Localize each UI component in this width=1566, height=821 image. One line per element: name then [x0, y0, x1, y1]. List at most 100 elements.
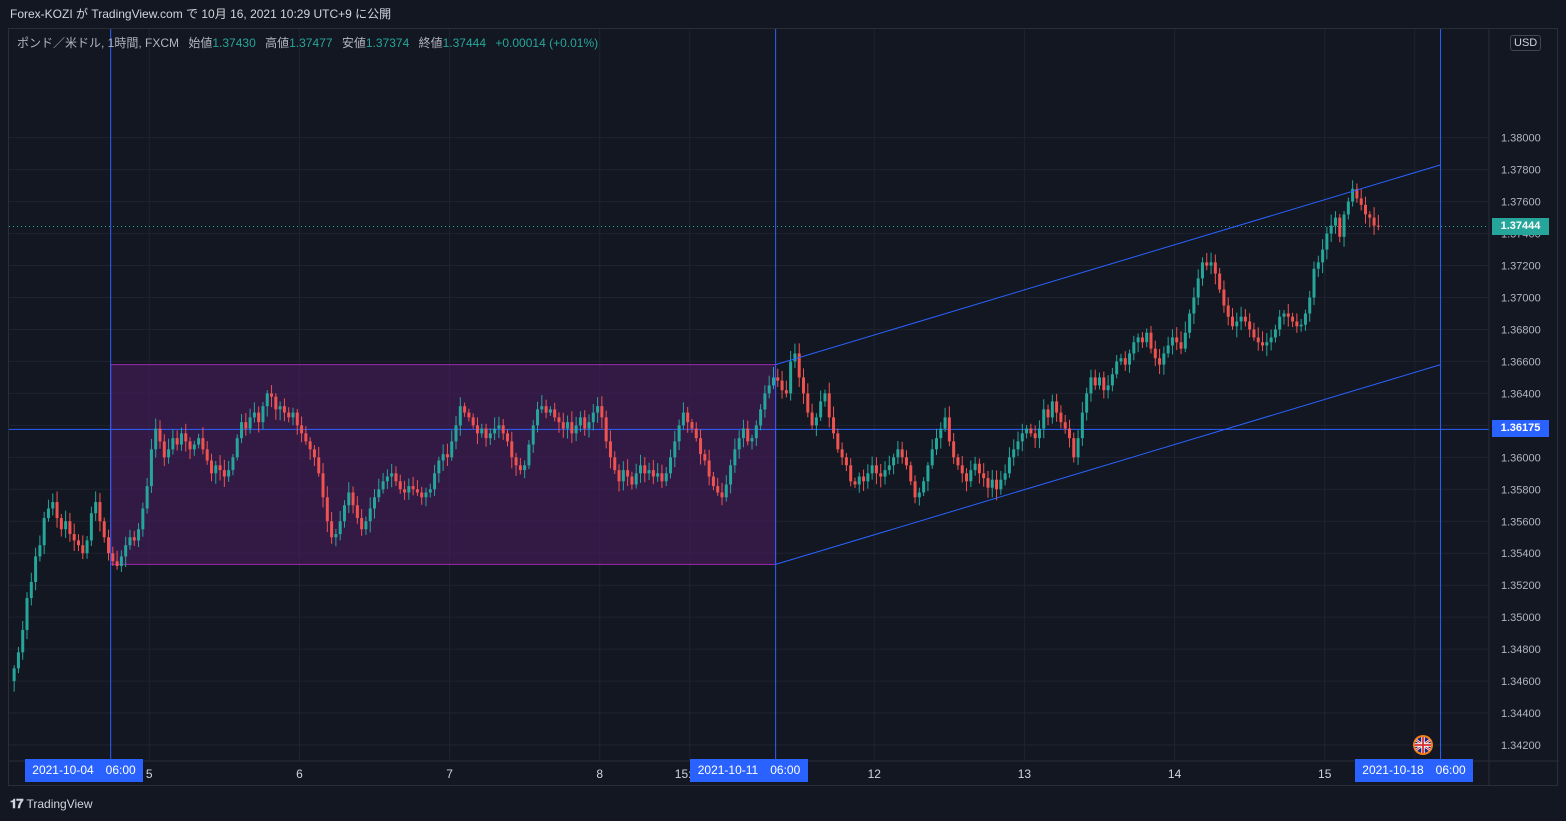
- candle-body: [913, 481, 917, 498]
- candle-body: [703, 454, 707, 461]
- candle-body: [608, 441, 612, 458]
- candle-body: [853, 481, 857, 485]
- candle-body: [1059, 412, 1063, 423]
- legend-symbol: ポンド／米ドル, 1時間, FXCM: [17, 36, 180, 50]
- candle-body: [201, 438, 205, 450]
- candle-body: [604, 417, 608, 442]
- candle-body: [553, 409, 557, 418]
- candle-body: [1325, 233, 1329, 250]
- candle-body: [68, 521, 72, 535]
- candle-body: [1029, 428, 1033, 434]
- candle-body: [917, 492, 921, 498]
- candle-body: [1037, 428, 1041, 439]
- candle-body: [1222, 289, 1226, 306]
- candle-body: [72, 534, 76, 541]
- candle-body: [295, 412, 299, 426]
- candle-body: [390, 473, 394, 477]
- y-tick-label: 1.36600: [1501, 356, 1541, 368]
- candle-body: [591, 412, 595, 423]
- candle-body: [1312, 268, 1316, 298]
- y-tick-label: 1.34400: [1501, 708, 1541, 720]
- candle-body: [1235, 321, 1239, 327]
- candle-body: [205, 449, 209, 461]
- candle-body: [317, 457, 321, 474]
- candle-body: [12, 668, 16, 682]
- candle-body: [900, 449, 904, 458]
- candle-body: [870, 465, 874, 474]
- candle-body: [325, 497, 329, 522]
- candle-body: [214, 465, 218, 474]
- candle-body: [403, 489, 407, 493]
- candle-body: [437, 460, 441, 474]
- x-tick-label: 6: [296, 767, 303, 781]
- y-tick-label: 1.34600: [1501, 676, 1541, 688]
- candle-body: [1329, 225, 1333, 234]
- candle-body: [162, 441, 166, 458]
- candle-body: [510, 441, 514, 458]
- candle-body: [802, 377, 806, 394]
- candle-body: [977, 463, 981, 474]
- candle-body: [1205, 262, 1209, 266]
- candle-body: [733, 449, 737, 466]
- tradingview-brand: TradingView: [26, 797, 93, 811]
- candle-body: [995, 479, 999, 490]
- candle-body: [793, 353, 797, 362]
- candle-body: [364, 521, 368, 530]
- candle-body: [737, 438, 741, 450]
- candle-body: [1067, 428, 1071, 439]
- y-tick-label: 1.35600: [1501, 516, 1541, 528]
- candle-body: [561, 422, 565, 429]
- candle-body: [827, 393, 831, 418]
- candle-body: [471, 417, 475, 426]
- candle-body: [1016, 441, 1020, 450]
- candle-body: [1299, 324, 1303, 327]
- time-marker-end: 2021-10-18 06:00: [1355, 759, 1473, 782]
- currency-selector[interactable]: USD: [1510, 35, 1542, 51]
- candle-body: [694, 428, 698, 439]
- candle-body: [1239, 316, 1243, 322]
- candle-body: [278, 406, 282, 410]
- chart-canvas[interactable]: 1.34200 1.34400 1.34600 1.34800 1.35000 1.352…: [9, 29, 1559, 787]
- candle-body: [441, 454, 445, 461]
- candle-body: [107, 537, 111, 554]
- candle-body: [780, 380, 784, 391]
- candle-body: [789, 361, 793, 394]
- candle-body: [934, 438, 938, 450]
- candle-body: [240, 422, 244, 439]
- candle-body: [832, 417, 836, 434]
- candle-body: [1063, 422, 1067, 429]
- y-tick-label: 1.36000: [1501, 452, 1541, 464]
- candle-body: [115, 561, 119, 567]
- y-tick-label: 1.35800: [1501, 484, 1541, 496]
- candle-body: [1338, 217, 1342, 237]
- candle-body: [784, 390, 788, 394]
- candle-body: [626, 470, 630, 477]
- candle-body: [570, 422, 574, 434]
- candle-body: [197, 438, 201, 445]
- candle-body: [312, 449, 316, 458]
- candle-body: [231, 457, 235, 471]
- candle-body: [1179, 342, 1183, 349]
- y-tick-label: 1.34200: [1501, 740, 1541, 752]
- last-price-label: 1.37444: [1492, 217, 1549, 235]
- legend-high-label: 高値: [265, 36, 290, 50]
- legend-close-label: 終値: [418, 36, 443, 50]
- candle-body: [810, 412, 814, 426]
- candle-body: [578, 417, 582, 426]
- candle-body: [904, 457, 908, 466]
- published-header: Forex-KOZI が TradingView.com で 10月 16, 2…: [0, 0, 1566, 28]
- legend-change: +0.00014 (+0.01%): [495, 36, 599, 50]
- candle-body: [175, 438, 179, 445]
- x-tick-label: 8: [596, 767, 603, 781]
- uk-flag-icon[interactable]: [1413, 735, 1433, 755]
- candle-body: [1243, 316, 1247, 322]
- tradingview-logo[interactable]: 𝟏𝟕 TradingView: [10, 796, 93, 812]
- candle-body: [484, 428, 488, 439]
- candle-body: [883, 470, 887, 477]
- candle-body: [1278, 316, 1282, 330]
- candle-body: [1098, 377, 1102, 386]
- chart-pane[interactable]: 1.34200 1.34400 1.34600 1.34800 1.35000 1.352…: [8, 28, 1559, 787]
- candle-body: [1269, 337, 1273, 343]
- candle-body: [192, 444, 196, 450]
- symbol-legend: ポンド／米ドル, 1時間, FXCM 始値1.37430 高値1.37477 安…: [17, 34, 598, 51]
